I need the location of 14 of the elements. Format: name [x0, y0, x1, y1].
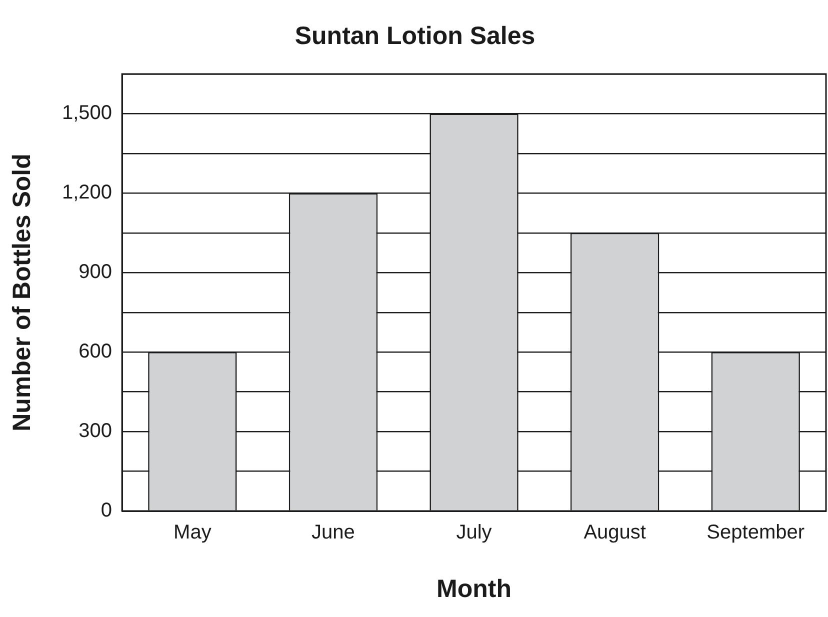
x-tick-label: May: [174, 522, 212, 544]
x-tick-label: June: [312, 522, 355, 544]
x-tick-label: September: [706, 522, 805, 544]
x-tick-label: August: [584, 522, 646, 544]
y-tick-label: 1,200: [62, 182, 112, 204]
x-axis-title: Month: [436, 574, 512, 603]
x-tick-label: July: [456, 522, 492, 544]
y-tick-label: 900: [78, 261, 112, 284]
y-tick-label: 1,500: [62, 102, 112, 124]
y-tick-label: 600: [78, 340, 112, 363]
text: 300: [78, 420, 112, 442]
y-tick-label: 0: [100, 500, 112, 522]
chart-title: Suntan Lotion Sales: [294, 22, 536, 50]
y-axis-title: Number of Bottles Sold: [8, 154, 36, 432]
